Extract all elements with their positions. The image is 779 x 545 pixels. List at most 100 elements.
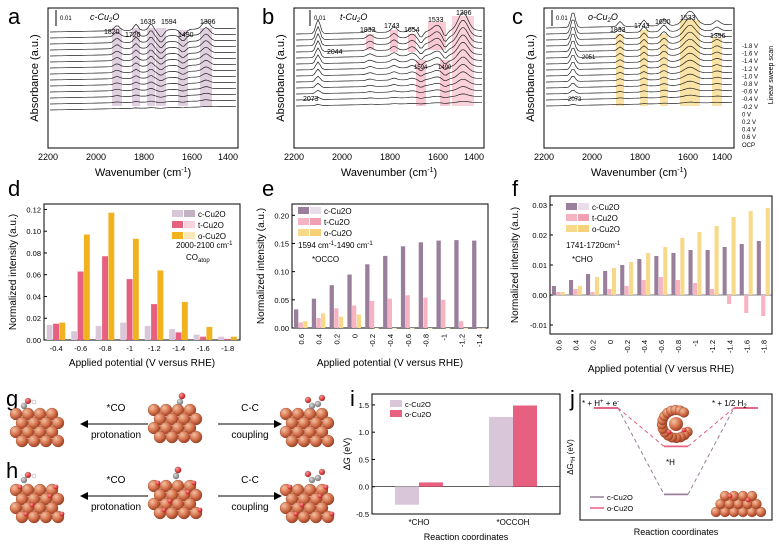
bar-t-Cu2O bbox=[590, 292, 595, 295]
spectrum-line bbox=[296, 49, 482, 66]
arrow-g-right-head bbox=[274, 420, 282, 428]
y-tick-label: 0.08 bbox=[26, 249, 41, 258]
bar-o-Cu2O bbox=[481, 328, 486, 329]
spectrum-line bbox=[296, 34, 482, 54]
o-atom bbox=[167, 498, 173, 504]
panel-b-title: t-Cu2O bbox=[340, 12, 367, 24]
x-tick-label: *OCCOH bbox=[497, 518, 530, 527]
bar-c-Cu2O bbox=[347, 274, 352, 328]
x-tick-label: -1.6 bbox=[742, 340, 751, 353]
peak-label-1594: 1594 bbox=[414, 65, 428, 71]
panel-a-band-1490 bbox=[178, 30, 188, 106]
bar-o-Cu2O bbox=[697, 232, 702, 295]
x-tick-label: -1.8 bbox=[221, 344, 234, 353]
x-axis-label: Reaction coordinates bbox=[424, 532, 509, 542]
panel-a-band-1635 bbox=[147, 28, 155, 106]
bar-t-Cu2O bbox=[77, 271, 84, 340]
label-h-right-1: C-C bbox=[241, 475, 259, 486]
spectrum-line bbox=[50, 27, 236, 43]
spectrum-line bbox=[546, 94, 732, 101]
bar-c-Cu2O bbox=[454, 240, 459, 328]
slab-h-center bbox=[147, 466, 203, 520]
bar-t-Cu2O bbox=[761, 295, 766, 316]
y-axis-label: Normalized intensity (a.u.) bbox=[256, 208, 267, 324]
bar-t-Cu2O bbox=[710, 289, 715, 295]
spectrum-line bbox=[50, 20, 236, 37]
panel-c-xlabel: Wavenumber (cm-1) bbox=[591, 167, 687, 179]
plot-frame bbox=[371, 393, 561, 515]
c-atom bbox=[308, 402, 316, 410]
panel-letter-d: d bbox=[8, 176, 20, 201]
y-tick-label: 0.12 bbox=[26, 205, 41, 214]
x-tick-label: 0 bbox=[350, 334, 359, 338]
peak-label-2051: 2051 bbox=[582, 55, 596, 61]
peak-label-1743: 1743 bbox=[634, 23, 650, 30]
cu-atom bbox=[315, 501, 329, 515]
legend-label: c-Cu2O bbox=[198, 210, 226, 219]
bar-c-Cu2O bbox=[218, 336, 225, 340]
panel-e-annotation-2: *OCCO bbox=[312, 255, 339, 264]
c-atom bbox=[176, 398, 184, 406]
cu-atom bbox=[177, 430, 191, 444]
bar-c-Cu2O bbox=[436, 240, 441, 328]
energy-connector-o-Cu2O bbox=[617, 407, 665, 447]
x-tick-label: -1 bbox=[126, 344, 133, 353]
bar-c-Cu2O bbox=[311, 298, 317, 328]
o-atom bbox=[318, 468, 326, 476]
bar-o-Cu2O bbox=[560, 292, 565, 295]
h-atom bbox=[31, 473, 37, 479]
x-tick-label: -0.2 bbox=[623, 340, 632, 353]
legend-label-o: o-Cu2O bbox=[607, 504, 633, 513]
cu-atom bbox=[27, 434, 41, 448]
panel-b-band-1833 bbox=[366, 34, 374, 50]
bar-o-Cu2O bbox=[765, 208, 770, 295]
spectrum-line bbox=[296, 100, 482, 107]
panel-g-scheme: *CO protonation C-C coupling bbox=[9, 392, 335, 448]
x-tick-label: -1.6 bbox=[197, 344, 210, 353]
potential-label: -0.2 V bbox=[742, 105, 758, 111]
bar-c-Cu2O bbox=[671, 253, 676, 295]
legend-label: o-Cu2O bbox=[324, 229, 352, 238]
legend-swatch bbox=[298, 207, 309, 214]
spectrum-line bbox=[50, 66, 236, 76]
o-atom bbox=[59, 511, 65, 517]
panel-letter-i: i bbox=[350, 386, 355, 411]
legend-swatch bbox=[172, 210, 183, 217]
peak-label-2044: 2044 bbox=[327, 49, 343, 56]
arrow-g-left-head bbox=[80, 420, 88, 428]
panel-c-band-1650 bbox=[660, 34, 668, 106]
panel-c-ir-spectra: 0.01 o-Cu2O 2051 2073 1833 1743 1650 153… bbox=[525, 7, 775, 179]
o-atom bbox=[197, 507, 203, 513]
x-tick-label: *CHO bbox=[409, 518, 430, 527]
x-tick-label: 0.6 bbox=[555, 340, 564, 350]
x-tick: 2200 bbox=[38, 152, 58, 162]
slab-g-left bbox=[9, 397, 65, 448]
bar-t-Cu2O bbox=[53, 323, 59, 340]
x-tick: 1800 bbox=[380, 152, 400, 162]
o-atom bbox=[24, 471, 32, 479]
cu-atom bbox=[189, 488, 203, 502]
slab-h-right bbox=[279, 468, 335, 524]
label-g-right-1: C-C bbox=[241, 403, 259, 414]
spectrum-line bbox=[296, 86, 482, 95]
x-tick-label: -1.2 bbox=[148, 344, 161, 353]
peak-label-1833: 1833 bbox=[610, 27, 626, 34]
legend-swatch bbox=[566, 203, 577, 210]
bar-o-Cu2O bbox=[338, 316, 344, 328]
panel-h-scheme: *CO protonation C-C coupling bbox=[9, 466, 335, 524]
label-h-left-1: *CO bbox=[107, 475, 126, 486]
x-tick-label: -0.8 bbox=[674, 340, 683, 353]
panel-c-frame bbox=[543, 7, 735, 149]
panel-a-ylabel: Absorbance (a.u.) bbox=[29, 34, 41, 121]
spectrum-line bbox=[546, 80, 732, 89]
spectrum-line bbox=[50, 40, 236, 54]
panel-b-ylabel: Absorbance (a.u.) bbox=[275, 34, 287, 121]
spectrum-line bbox=[50, 33, 236, 48]
o-atom bbox=[304, 396, 312, 404]
peak-label-2073: 2073 bbox=[568, 97, 582, 103]
spectrum-line bbox=[546, 66, 732, 77]
o-atom bbox=[293, 511, 299, 517]
cu-atom bbox=[51, 492, 65, 506]
cu-atom bbox=[309, 510, 323, 524]
y-tick-label: 0.04 bbox=[26, 292, 41, 301]
